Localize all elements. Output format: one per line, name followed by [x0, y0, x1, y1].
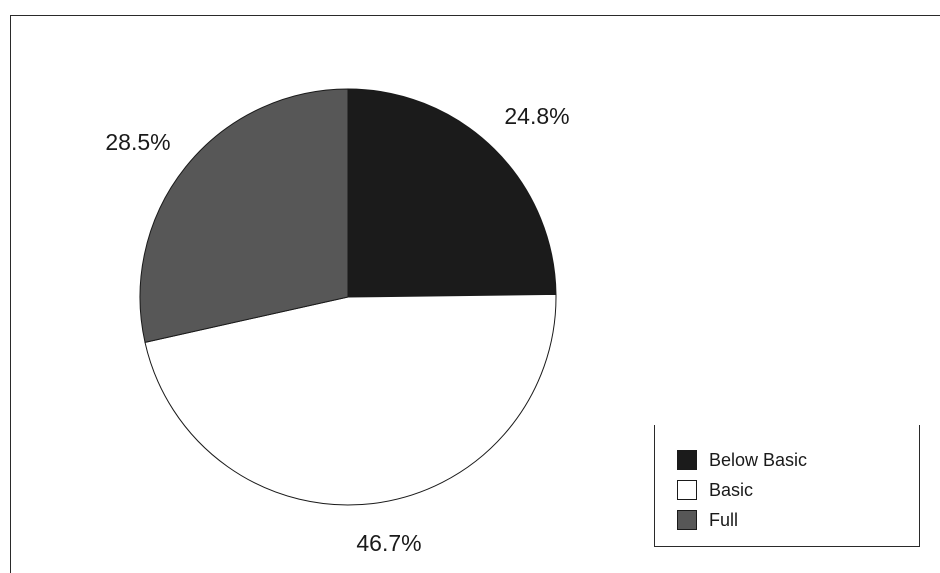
legend-swatch-full — [677, 510, 697, 530]
value-label-basic: 46.7% — [356, 530, 421, 556]
pie-slice-full — [139, 88, 349, 343]
legend-label-full: Full — [709, 509, 739, 530]
pie-slices — [139, 88, 557, 506]
legend-list: Below Basic Basic Full — [677, 445, 807, 535]
pie-slice-basic — [144, 293, 557, 506]
pie-slice-below-basic — [347, 88, 557, 298]
legend-label-below-basic: Below Basic — [709, 449, 808, 470]
legend-item-below-basic: Below Basic — [677, 445, 807, 475]
legend-swatch-below-basic — [677, 450, 697, 470]
legend-item-basic: Basic — [677, 475, 807, 505]
legend-swatch-basic — [677, 480, 697, 500]
value-label-full: 28.5% — [105, 129, 170, 155]
pie-value-labels: 24.8% 46.7% 28.5% — [105, 103, 569, 556]
legend-item-full: Full — [677, 505, 807, 535]
legend: Below Basic Basic Full — [654, 425, 920, 547]
legend-label-basic: Basic — [709, 479, 754, 500]
value-label-below-basic: 24.8% — [504, 103, 569, 129]
